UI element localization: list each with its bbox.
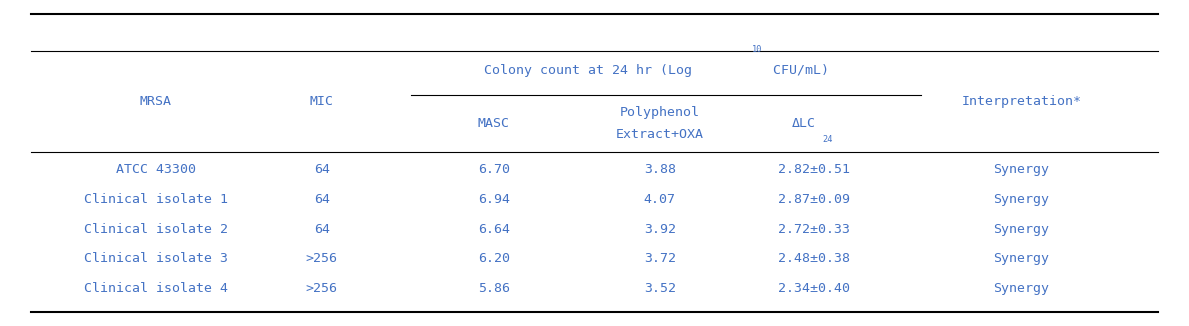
Text: Synergy: Synergy bbox=[994, 253, 1050, 265]
Text: Clinical isolate 3: Clinical isolate 3 bbox=[83, 253, 227, 265]
Text: 6.64: 6.64 bbox=[478, 223, 510, 236]
Text: MIC: MIC bbox=[309, 95, 334, 108]
Text: ΔLC: ΔLC bbox=[792, 117, 816, 130]
Text: 2.87±0.09: 2.87±0.09 bbox=[778, 193, 850, 206]
Text: Polyphenol: Polyphenol bbox=[619, 106, 700, 119]
Text: Synergy: Synergy bbox=[994, 282, 1050, 295]
Text: 5.86: 5.86 bbox=[478, 282, 510, 295]
Text: 4.07: 4.07 bbox=[643, 193, 675, 206]
Text: 2.48±0.38: 2.48±0.38 bbox=[778, 253, 850, 265]
Text: MRSA: MRSA bbox=[139, 95, 171, 108]
Text: 10: 10 bbox=[751, 45, 762, 53]
Text: CFU/mL): CFU/mL) bbox=[765, 64, 829, 77]
Text: 2.34±0.40: 2.34±0.40 bbox=[778, 282, 850, 295]
Text: >256: >256 bbox=[306, 282, 338, 295]
Text: Extract+OXA: Extract+OXA bbox=[616, 128, 704, 141]
Text: >256: >256 bbox=[306, 253, 338, 265]
Text: 3.88: 3.88 bbox=[643, 163, 675, 176]
Text: Clinical isolate 1: Clinical isolate 1 bbox=[83, 193, 227, 206]
Text: 64: 64 bbox=[314, 163, 329, 176]
Text: 64: 64 bbox=[314, 223, 329, 236]
Text: 3.72: 3.72 bbox=[643, 253, 675, 265]
Text: ATCC 43300: ATCC 43300 bbox=[115, 163, 196, 176]
Text: 6.70: 6.70 bbox=[478, 163, 510, 176]
Text: Clinical isolate 2: Clinical isolate 2 bbox=[83, 223, 227, 236]
Text: 2.72±0.33: 2.72±0.33 bbox=[778, 223, 850, 236]
Text: MASC: MASC bbox=[478, 117, 510, 130]
Text: 3.92: 3.92 bbox=[643, 223, 675, 236]
Text: 3.52: 3.52 bbox=[643, 282, 675, 295]
Text: Interpretation*: Interpretation* bbox=[962, 95, 1082, 108]
Text: 64: 64 bbox=[314, 193, 329, 206]
Text: 6.20: 6.20 bbox=[478, 253, 510, 265]
Text: 6.94: 6.94 bbox=[478, 193, 510, 206]
Text: Synergy: Synergy bbox=[994, 163, 1050, 176]
Text: Clinical isolate 4: Clinical isolate 4 bbox=[83, 282, 227, 295]
Text: 24: 24 bbox=[823, 135, 833, 144]
Text: Colony count at 24 hr (Log: Colony count at 24 hr (Log bbox=[484, 64, 692, 77]
Text: Synergy: Synergy bbox=[994, 193, 1050, 206]
Text: Synergy: Synergy bbox=[994, 223, 1050, 236]
Text: 2.82±0.51: 2.82±0.51 bbox=[778, 163, 850, 176]
